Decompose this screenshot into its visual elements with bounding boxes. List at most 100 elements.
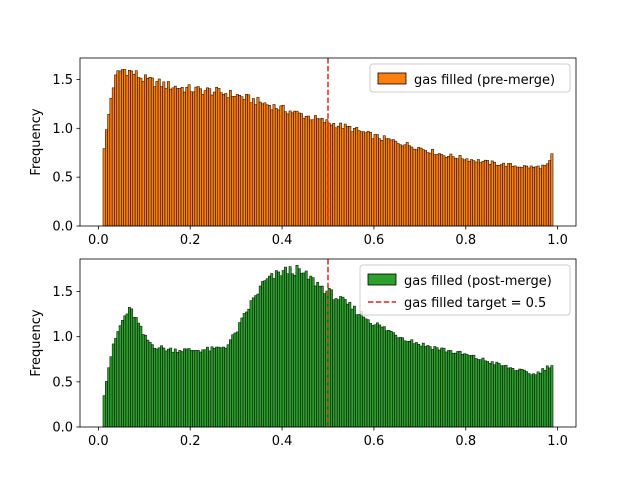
histogram-bar	[169, 88, 173, 227]
histogram-bar	[435, 347, 439, 428]
histogram-bar	[173, 85, 177, 227]
x-tick-label: 1.0	[547, 434, 568, 449]
histogram-bar	[300, 113, 303, 227]
histogram-bar	[426, 345, 430, 428]
histogram-bar	[525, 165, 529, 227]
legend-label: gas filled (pre-merge)	[414, 73, 555, 88]
histogram-bar	[444, 351, 448, 428]
histogram-bar	[550, 153, 554, 227]
histogram-bar	[270, 109, 274, 227]
histogram-bar	[479, 162, 483, 227]
histogram-bar	[477, 159, 480, 227]
histogram-bar	[212, 347, 216, 428]
legend: gas filled (post-merge) gas filled target…	[359, 264, 571, 316]
histogram-bar	[389, 139, 393, 227]
histogram-bar	[309, 275, 313, 428]
histogram-bar	[481, 357, 485, 428]
histogram-bar	[458, 350, 462, 428]
histogram-bar	[316, 282, 320, 428]
histogram-bar	[472, 354, 476, 428]
histogram-bar	[235, 94, 239, 227]
histogram-bar	[332, 123, 336, 227]
histogram-bar	[488, 363, 492, 428]
histogram-bar	[231, 334, 235, 428]
x-tick-label: 1.0	[547, 233, 568, 248]
histogram-bar	[412, 343, 416, 428]
histogram-bar	[162, 81, 166, 227]
histogram-bar	[548, 160, 551, 227]
histogram-bar	[263, 102, 267, 227]
histogram-bar	[245, 311, 248, 428]
histogram-bar	[318, 285, 322, 428]
histogram-bar	[293, 110, 297, 227]
histogram-bar	[378, 138, 382, 227]
histogram-bar	[545, 365, 549, 428]
histogram-bar	[320, 117, 324, 227]
histogram-bar	[353, 128, 356, 227]
histogram-bar	[297, 112, 301, 227]
histogram-bar	[242, 313, 246, 428]
histogram-bar	[178, 88, 182, 227]
histogram-bar	[251, 98, 255, 227]
histogram-bar	[506, 367, 510, 428]
y-axis-label: Frequency	[29, 108, 44, 175]
histogram-bar	[139, 77, 143, 227]
histogram-bar	[132, 73, 136, 227]
histogram-bar	[463, 159, 467, 227]
histogram-bar	[219, 347, 223, 428]
histogram-bar	[527, 167, 531, 227]
histogram-bar	[341, 296, 345, 428]
histogram-bar	[440, 154, 444, 227]
histogram-bar	[387, 330, 391, 428]
histogram-bar	[396, 337, 400, 428]
histogram-bar	[534, 374, 538, 428]
histogram-bar	[157, 347, 161, 428]
histogram-bar	[144, 74, 147, 227]
histogram-bar	[364, 318, 368, 428]
histogram-bar	[137, 77, 140, 227]
histogram-bar	[408, 145, 411, 227]
histogram-bar	[371, 325, 375, 428]
histogram-bar	[359, 131, 363, 227]
histogram-bar	[118, 325, 122, 428]
histogram-bar	[311, 277, 315, 428]
histogram-bar	[297, 268, 301, 428]
histogram-bar	[256, 293, 260, 428]
histogram-bar	[222, 346, 225, 428]
histogram-bar	[134, 70, 138, 227]
histogram-bar	[401, 145, 405, 227]
histogram-bar	[440, 347, 444, 428]
histogram-bar	[460, 158, 464, 227]
histogram-bar	[307, 115, 310, 227]
histogram-bar	[304, 116, 308, 227]
histogram-bar	[380, 140, 384, 227]
histogram-bar	[281, 104, 285, 227]
histogram-bar	[509, 163, 512, 227]
histogram-bar	[208, 350, 212, 428]
histogram-bar	[359, 311, 363, 428]
histogram-bar	[378, 324, 382, 428]
histogram-bar	[242, 99, 246, 227]
histogram-bar	[254, 295, 258, 428]
histogram-bar	[196, 86, 200, 227]
histogram-bar	[169, 347, 173, 428]
histogram-bar	[293, 274, 297, 428]
histogram-bar	[433, 346, 437, 428]
histogram-bar	[146, 339, 150, 428]
histogram-bar	[141, 334, 145, 428]
histogram-bar	[518, 368, 522, 428]
histogram-bar	[114, 74, 117, 227]
histogram-bar	[130, 70, 134, 227]
histogram-bar	[288, 110, 292, 227]
histogram-bar	[183, 91, 186, 227]
histogram-bar	[415, 342, 418, 428]
histogram-bar	[369, 132, 372, 227]
histogram-bar	[398, 144, 402, 227]
histogram-bar	[176, 88, 179, 227]
x-tick-label: 0.4	[272, 434, 293, 449]
histogram-bar	[277, 109, 281, 227]
histogram-bar	[261, 103, 264, 227]
histogram-bar	[173, 348, 177, 428]
histogram-bar	[394, 140, 398, 227]
histogram-bar	[263, 280, 267, 428]
